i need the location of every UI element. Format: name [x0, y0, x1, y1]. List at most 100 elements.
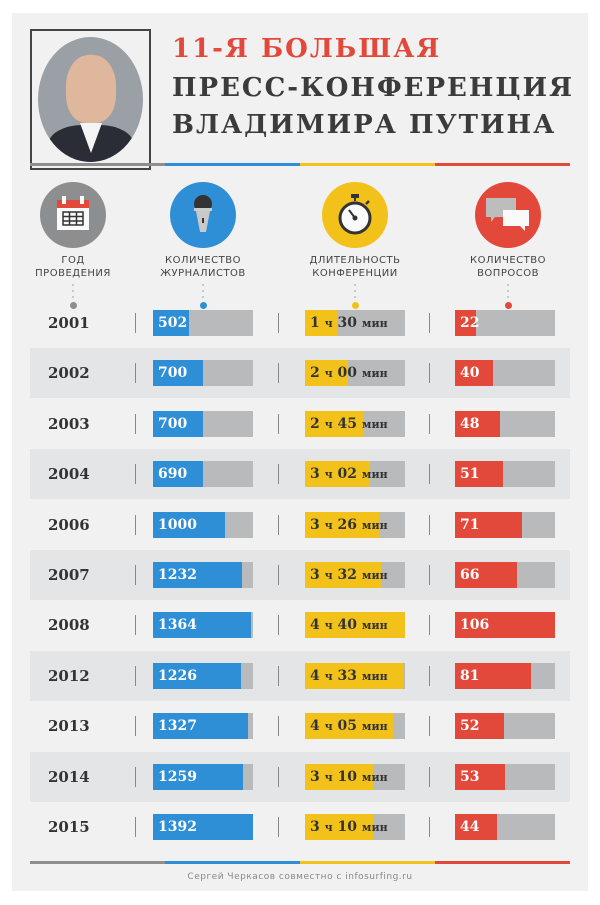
color-divider-bottom [30, 861, 570, 864]
column-dot [199, 302, 207, 309]
column-label: ВОПРОСОВ [477, 268, 539, 279]
duration-bar-fill [305, 410, 364, 437]
table-row: 2006 1000 3 ч 26 мин 71 [30, 500, 570, 550]
questions-bar: 44 [455, 814, 555, 840]
journalists-bar-value: 502 [158, 315, 188, 331]
journalists-bar-fill [153, 713, 249, 740]
questions-bar: 66 [455, 562, 555, 588]
journalists-bar-value: 1327 [158, 718, 197, 735]
color-divider-top [30, 163, 570, 166]
column-separator [429, 363, 430, 384]
duration-bar-fill [305, 612, 405, 639]
table-row: 2004 690 3 ч 02 мин 51 [30, 449, 570, 500]
column-dot [504, 302, 512, 309]
column-separator [278, 363, 279, 384]
column-separator [135, 716, 136, 737]
journalists-bar: 1259 [153, 763, 253, 790]
column-label: ГОД [61, 255, 85, 266]
column-separator [429, 313, 430, 333]
questions-bar: 71 [455, 511, 555, 538]
column-separator [278, 413, 279, 434]
column-separator [278, 615, 279, 636]
journalists-bar-value: 690 [158, 466, 188, 483]
column-label: КОЛИЧЕСТВО [165, 255, 241, 266]
column-separator [429, 716, 430, 737]
year-label: 2002 [48, 364, 90, 383]
column-separator [135, 817, 136, 837]
column-separator [135, 766, 136, 787]
questions-bar: 106 [455, 612, 555, 639]
column-dot [351, 302, 359, 309]
duration-bar-fill [305, 662, 403, 689]
journalists-bar-fill [153, 511, 225, 538]
column-separator [135, 464, 136, 485]
journalists-bar-fill [153, 360, 204, 387]
questions-bar-value: 22 [460, 315, 480, 331]
journalists-bar: 1327 [153, 713, 253, 740]
column-separator [278, 313, 279, 333]
title-line-3: ВЛАДИМИРА ПУТИНА [172, 110, 557, 140]
portrait-frame [30, 29, 151, 170]
title-line-1: 11-Я БОЛЬШАЯ [172, 34, 442, 64]
table-row: 2012 1226 4 ч 33 мин 81 [30, 650, 570, 701]
column-separator [278, 514, 279, 535]
table-row: 2002 700 2 ч 00 мин 40 [30, 348, 570, 399]
column-header-journalists: КОЛИЧЕСТВО ЖУРНАЛИСТОВ [143, 182, 263, 309]
journalists-bar-fill [153, 814, 253, 840]
duration-bar-value: 3 ч 02 мин [310, 466, 388, 483]
column-separator [135, 313, 136, 333]
journalists-bar-value: 700 [158, 415, 188, 432]
portrait-image [38, 37, 143, 162]
year-label: 2012 [48, 666, 90, 685]
journalists-bar-value: 1392 [158, 819, 197, 835]
year-label: 2007 [48, 566, 90, 584]
duration-bar: 3 ч 32 мин [305, 562, 405, 588]
duration-bar-value: 4 ч 40 мин [310, 617, 388, 634]
journalists-bar: 690 [153, 461, 253, 488]
table-row: 2015 1392 3 ч 10 мин 44 [30, 802, 570, 852]
duration-bar-fill [305, 713, 393, 740]
microphone-icon [170, 182, 236, 248]
duration-bar-fill [305, 814, 373, 840]
duration-bar: 3 ч 26 мин [305, 511, 405, 538]
questions-bar-fill [455, 360, 493, 387]
questions-bar-value: 66 [460, 567, 480, 583]
questions-bar-value: 48 [460, 415, 480, 432]
column-separator [135, 615, 136, 636]
journalists-bar-value: 1226 [158, 667, 197, 684]
duration-bar-value: 3 ч 26 мин [310, 516, 388, 533]
duration-bar: 3 ч 10 мин [305, 814, 405, 840]
journalists-bar: 502 [153, 310, 253, 336]
year-label: 2006 [48, 515, 90, 534]
questions-bar-value: 53 [460, 768, 480, 785]
journalists-bar-value: 1364 [158, 617, 197, 634]
column-separator [278, 766, 279, 787]
questions-bar: 51 [455, 461, 555, 488]
journalists-bar-fill [153, 763, 244, 790]
column-label: ЖУРНАЛИСТОВ [160, 268, 246, 279]
questions-bar-fill [455, 511, 522, 538]
duration-bar: 4 ч 40 мин [305, 612, 405, 639]
duration-bar: 1 ч 30 мин [305, 310, 405, 336]
journalists-bar-value: 700 [158, 365, 188, 382]
table-row: 2003 700 2 ч 45 мин 48 [30, 399, 570, 449]
speech-bubbles-icon [475, 182, 541, 248]
column-dot [69, 302, 77, 309]
questions-bar-fill [455, 662, 532, 689]
column-separator [278, 665, 279, 686]
questions-bar: 81 [455, 662, 555, 689]
calendar-icon [40, 182, 106, 248]
column-separator [429, 665, 430, 686]
journalists-bar-value: 1259 [158, 768, 197, 785]
year-label: 2014 [48, 767, 90, 786]
journalists-bar: 1226 [153, 662, 253, 689]
column-separator [135, 665, 136, 686]
questions-bar-value: 106 [460, 617, 490, 634]
column-header-questions: КОЛИЧЕСТВО ВОПРОСОВ [448, 182, 568, 309]
column-separator [278, 716, 279, 737]
column-label: ПРОВЕДЕНИЯ [35, 268, 111, 279]
table-row: 2013 1327 4 ч 05 мин 52 [30, 701, 570, 751]
journalists-bar-fill [153, 310, 190, 336]
year-label: 2008 [48, 616, 90, 635]
questions-bar-fill [455, 410, 501, 437]
